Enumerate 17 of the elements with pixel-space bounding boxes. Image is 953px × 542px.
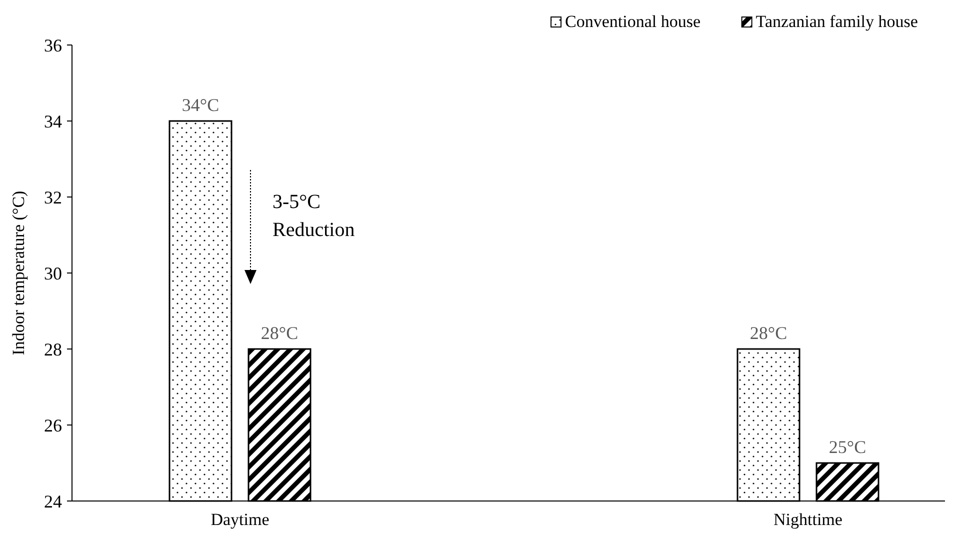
data-label: 34°C [182,95,220,115]
x-tick-label: Daytime [210,510,270,529]
data-label: 25°C [828,437,866,457]
y-tick-label: 34 [44,111,62,132]
data-label: 28°C [260,323,298,343]
x-tick-label: Nighttime [774,510,842,529]
legend-label: Tanzanian family house [756,12,918,31]
annotation: 3-5°C Reduction [272,191,355,241]
y-tick-label: 32 [44,187,62,208]
y-tick-label: 30 [44,263,62,284]
legend-label: Conventional house [565,12,701,31]
data-label: 28°C [750,323,788,343]
y-tick-label: 36 [44,35,62,56]
y-tick-label: 24 [44,491,62,512]
y-tick-label: 28 [44,339,62,360]
y-axis-title: Indoor temperature (°C) [9,190,28,356]
y-tick-label: 26 [44,415,62,436]
